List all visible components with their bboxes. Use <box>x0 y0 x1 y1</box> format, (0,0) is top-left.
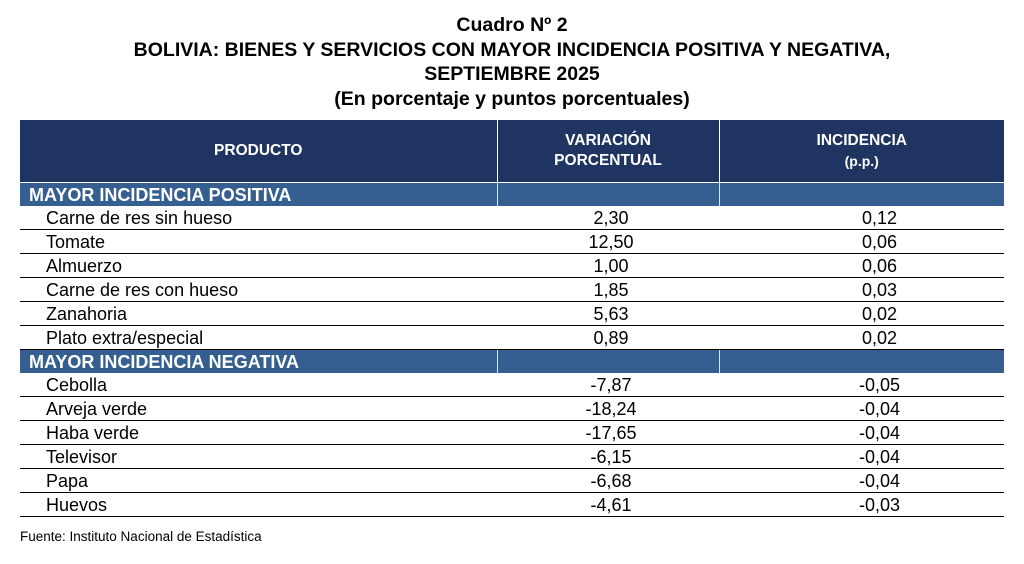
source-note: Fuente: Instituto Nacional de Estadístic… <box>20 529 262 544</box>
product-name: Cebolla <box>20 373 497 397</box>
table-row: Zanahoria 5,63 0,02 <box>20 301 1004 326</box>
incidencia-value: 0,03 <box>719 277 1004 302</box>
title-cuadro-number: Cuadro Nº 2 <box>456 14 568 36</box>
incidence-table: PRODUCTO VARIACIÓN PORCENTUAL INCIDENCIA (… <box>20 120 1004 517</box>
section-empty-cell <box>719 182 1004 206</box>
title-main: BOLIVIA: BIENES Y SERVICIOS CON MAYOR IN… <box>133 38 891 61</box>
table-row: Tomate 12,50 0,06 <box>20 229 1004 254</box>
incidencia-value: -0,05 <box>719 373 1004 397</box>
product-name: Zanahoria <box>20 301 497 326</box>
section-empty-cell <box>719 349 1004 373</box>
product-name: Televisor <box>20 444 497 469</box>
header-variacion-line2: PORCENTUAL <box>554 152 662 169</box>
header-variacion: VARIACIÓN PORCENTUAL <box>497 120 720 183</box>
incidencia-value: -0,04 <box>719 444 1004 469</box>
table-title: Cuadro Nº 2 BOLIVIA: BIENES Y SERVICIOS … <box>0 13 1024 111</box>
variacion-value: -17,65 <box>497 420 719 445</box>
variacion-value: 2,30 <box>497 206 719 230</box>
section-label: MAYOR INCIDENCIA NEGATIVA <box>20 349 498 373</box>
header-producto: PRODUCTO <box>20 120 498 183</box>
table-row: Huevos -4,61 -0,03 <box>20 492 1004 517</box>
section-empty-cell <box>497 349 720 373</box>
product-name: Carne de res con hueso <box>20 277 497 302</box>
variacion-value: 0,89 <box>497 325 719 350</box>
product-name: Almuerzo <box>20 253 497 278</box>
product-name: Carne de res sin hueso <box>20 206 497 230</box>
table-row: Haba verde -17,65 -0,04 <box>20 420 1004 445</box>
incidencia-value: -0,04 <box>719 396 1004 421</box>
section-empty-cell <box>497 182 720 206</box>
product-name: Haba verde <box>20 420 497 445</box>
incidencia-value: -0,03 <box>719 492 1004 517</box>
variacion-value: -6,15 <box>497 444 719 469</box>
variacion-value: 1,00 <box>497 253 719 278</box>
negative-section-header: MAYOR INCIDENCIA NEGATIVA <box>20 349 1004 373</box>
header-variacion-line1: VARIACIÓN <box>565 132 651 149</box>
table-row: Papa -6,68 -0,04 <box>20 468 1004 493</box>
title-period: SEPTIEMBRE 2025 <box>424 63 600 85</box>
table-row: Cebolla -7,87 -0,05 <box>20 373 1004 397</box>
incidencia-value: 0,12 <box>719 206 1004 230</box>
header-incidencia-line1: INCIDENCIA <box>816 131 907 149</box>
header-incidencia-line2: (p.p.) <box>844 152 879 169</box>
incidencia-value: 0,06 <box>719 229 1004 254</box>
product-name: Huevos <box>20 492 497 517</box>
product-name: Plato extra/especial <box>20 325 497 350</box>
variacion-value: 5,63 <box>497 301 719 326</box>
positive-section-header: MAYOR INCIDENCIA POSITIVA <box>20 182 1004 206</box>
incidencia-value: 0,06 <box>719 253 1004 278</box>
incidencia-value: -0,04 <box>719 420 1004 445</box>
variacion-value: 12,50 <box>497 229 719 254</box>
title-units: (En porcentaje y puntos porcentuales) <box>334 87 690 110</box>
header-row: PRODUCTO VARIACIÓN PORCENTUAL INCIDENCIA (… <box>20 120 1004 183</box>
incidencia-value: -0,04 <box>719 468 1004 493</box>
variacion-value: -7,87 <box>497 373 719 397</box>
variacion-value: -18,24 <box>497 396 719 421</box>
header-incidencia: INCIDENCIA (p.p.) <box>719 120 1004 183</box>
variacion-value: -4,61 <box>497 492 719 517</box>
table-row: Almuerzo 1,00 0,06 <box>20 253 1004 278</box>
table-row: Carne de res sin hueso 2,30 0,12 <box>20 206 1004 230</box>
table-row: Carne de res con hueso 1,85 0,03 <box>20 277 1004 302</box>
incidencia-value: 0,02 <box>719 301 1004 326</box>
table-row: Televisor -6,15 -0,04 <box>20 444 1004 469</box>
product-name: Papa <box>20 468 497 493</box>
incidencia-value: 0,02 <box>719 325 1004 350</box>
variacion-value: 1,85 <box>497 277 719 302</box>
table-row: Plato extra/especial 0,89 0,02 <box>20 325 1004 350</box>
product-name: Arveja verde <box>20 396 497 421</box>
section-label: MAYOR INCIDENCIA POSITIVA <box>20 182 498 206</box>
variacion-value: -6,68 <box>497 468 719 493</box>
product-name: Tomate <box>20 229 497 254</box>
table-row: Arveja verde -18,24 -0,04 <box>20 396 1004 421</box>
